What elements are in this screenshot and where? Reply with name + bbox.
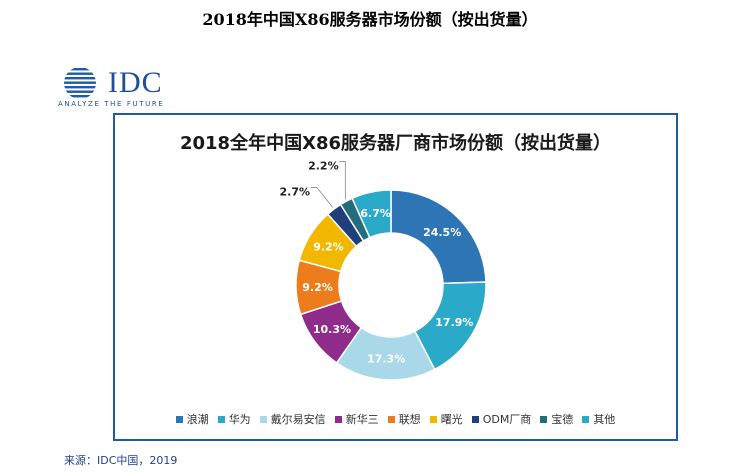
slice-value-label: 9.2% bbox=[302, 281, 333, 294]
legend-swatch bbox=[259, 415, 267, 423]
legend-label: 其他 bbox=[593, 413, 616, 426]
slice-value-label: 2.2% bbox=[308, 159, 339, 172]
slice-value-label: 2.7% bbox=[280, 185, 311, 198]
legend-label: 浪潮 bbox=[186, 413, 209, 426]
donut-slice bbox=[390, 189, 487, 285]
legend-label: 联想 bbox=[398, 413, 421, 426]
legend-swatch bbox=[582, 415, 590, 423]
slice-value-label: 17.3% bbox=[367, 352, 405, 365]
legend-swatch bbox=[471, 415, 479, 423]
slice-value-label: 24.5% bbox=[423, 226, 461, 239]
legend-label: 华为 bbox=[228, 413, 251, 426]
legend-swatch bbox=[387, 415, 395, 423]
legend-swatch bbox=[175, 415, 183, 423]
legend-label: ODM厂商 bbox=[482, 413, 532, 426]
idc-globe-icon bbox=[64, 68, 96, 98]
idc-logo-text: IDC bbox=[108, 66, 163, 99]
legend-swatch bbox=[217, 415, 225, 423]
legend-item: 联想 bbox=[387, 411, 421, 427]
legend-item: ODM厂商 bbox=[471, 411, 532, 427]
idc-logo-tagline: ANALYZE THE FUTURE bbox=[58, 100, 165, 108]
legend-label: 戴尔易安信 bbox=[270, 413, 326, 426]
slice-value-label: 9.2% bbox=[313, 240, 344, 253]
legend-item: 戴尔易安信 bbox=[259, 411, 326, 427]
label-leader-line bbox=[339, 161, 346, 200]
legend-swatch bbox=[334, 415, 342, 423]
slice-value-label: 10.3% bbox=[313, 323, 351, 336]
source-note: 来源：IDC中国，2019 bbox=[64, 454, 178, 467]
chart-title: 2018全年中国X86服务器厂商市场份额（按出货量） bbox=[179, 133, 612, 154]
page-title: 2018年中国X86服务器市场份额（按出货量） bbox=[202, 10, 538, 29]
legend-label: 曙光 bbox=[440, 413, 463, 426]
legend-item: 其他 bbox=[582, 411, 615, 427]
chart-legend: 浪潮 华为 戴尔易安信 新华三 联想 曙光 ODM厂商 宝德 其他 bbox=[115, 411, 676, 427]
slice-value-label: 17.9% bbox=[435, 316, 473, 329]
legend-item: 浪潮 bbox=[175, 411, 209, 427]
idc-logo: IDC ANALYZE THE FUTURE bbox=[58, 66, 188, 110]
donut-chart: 24.5% 17.9% 17.3% 10.3% 9.2% 9.2% 2.7% 2.2% 6.7% bbox=[280, 159, 487, 381]
legend-swatch bbox=[429, 415, 437, 423]
chart-frame: 2018全年中国X86服务器厂商市场份额（按出货量） 24.5% 17.9% 17.… bbox=[113, 113, 678, 441]
legend-swatch bbox=[540, 415, 548, 423]
legend-item: 新华三 bbox=[334, 411, 379, 427]
donut-slice bbox=[351, 189, 392, 239]
legend-item: 华为 bbox=[217, 411, 251, 427]
legend-item: 宝德 bbox=[540, 411, 573, 427]
legend-label: 宝德 bbox=[551, 413, 574, 426]
label-leader-line bbox=[310, 187, 334, 208]
legend-item: 曙光 bbox=[429, 411, 463, 427]
slice-value-label: 6.7% bbox=[360, 207, 391, 220]
legend-label: 新华三 bbox=[345, 413, 379, 426]
